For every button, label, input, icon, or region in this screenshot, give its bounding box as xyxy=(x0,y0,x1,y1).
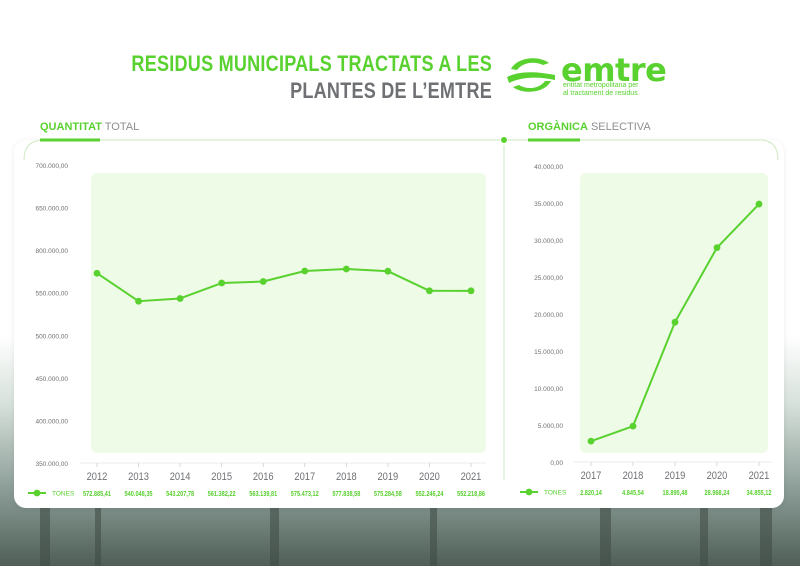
total-data-label: 552.218,86 xyxy=(457,490,485,498)
total-legend-label: TONES xyxy=(52,491,75,498)
section-label-total: QUANTITAT TOTAL xyxy=(40,121,139,133)
emtre-logo: emtre entitat metropolitana per al tract… xyxy=(505,51,667,101)
total-data-point xyxy=(176,295,184,302)
section-label-total-rest: TOTAL xyxy=(101,121,140,133)
logo-wordmark: emtre xyxy=(561,51,667,89)
total-plot-area xyxy=(91,173,486,453)
organic-x-tick-label: 2018 xyxy=(623,470,644,482)
organic-data-point xyxy=(629,422,637,430)
organic-data-point xyxy=(755,200,763,208)
organic-data-label: 34.855,12 xyxy=(747,489,772,497)
logo-subtitle-line2: al tractament de residus xyxy=(563,90,638,97)
total-x-tick-label: 2013 xyxy=(128,471,149,483)
organic-x-tick-label: 2020 xyxy=(707,470,728,482)
organic-legend-marker xyxy=(525,488,533,496)
organic-data-label: 18.895,48 xyxy=(663,489,688,497)
total-data-point xyxy=(342,265,350,273)
total-y-tick-label: 450.000,00 xyxy=(35,376,68,383)
title-line-2: PLANTES DE L’EMTRE xyxy=(290,78,492,103)
organic-x-tick-label: 2017 xyxy=(581,470,602,482)
section-label-total-bold: QUANTITAT xyxy=(40,121,102,133)
organic-y-tick-label: 25.000,00 xyxy=(534,275,563,282)
total-data-point xyxy=(384,267,392,275)
total-data-point xyxy=(93,269,101,277)
total-data-point xyxy=(259,278,267,285)
total-data-label: 577.838,58 xyxy=(332,490,360,498)
total-x-tick-label: 2016 xyxy=(253,471,274,483)
organic-y-tick-label: 10.000,00 xyxy=(534,386,563,393)
section-label-organic-bold: ORGÀNICA xyxy=(528,121,588,133)
total-y-tick-label: 700.000,00 xyxy=(35,163,68,170)
total-y-tick-label: 650.000,00 xyxy=(35,206,68,213)
page-title: RESIDUS MUNICIPALS TRACTATS A LES PLANTE… xyxy=(0,50,492,104)
total-data-label: 543.207,78 xyxy=(166,490,194,498)
organic-y-tick-label: 15.000,00 xyxy=(534,349,563,356)
total-x-tick-label: 2017 xyxy=(294,471,315,483)
total-x-tick-label: 2015 xyxy=(211,471,232,483)
organic-data-point xyxy=(713,244,721,252)
organic-y-tick-label: 0,00 xyxy=(550,460,563,467)
total-data-point xyxy=(135,297,142,305)
title-line-1: RESIDUS MUNICIPALS TRACTATS A LES xyxy=(131,51,493,76)
organic-y-tick-label: 35.000,00 xyxy=(534,201,563,208)
section-label-organic: ORGÀNICA SELECTIVA xyxy=(528,121,651,133)
total-x-tick-label: 2012 xyxy=(87,471,108,483)
total-y-tick-label: 350.000,00 xyxy=(35,461,68,468)
total-x-tick-label: 2018 xyxy=(336,471,357,483)
section-label-organic-rest: SELECTIVA xyxy=(587,121,651,133)
logo-subtitle: entitat metropolitana per al tractament … xyxy=(563,82,673,98)
total-x-tick-label: 2014 xyxy=(170,471,191,483)
total-series-line xyxy=(96,268,472,303)
total-data-point xyxy=(467,287,475,295)
total-data-point xyxy=(218,279,226,287)
total-x-tick-label: 2021 xyxy=(461,471,482,483)
organic-y-tick-label: 30.000,00 xyxy=(534,238,563,245)
total-data-label: 552.246,24 xyxy=(415,490,443,498)
total-data-label: 540.048,35 xyxy=(125,490,153,498)
organic-data-label: 4.845,54 xyxy=(622,489,644,497)
organic-plot-area xyxy=(580,173,768,453)
organic-data-label: 28.968,24 xyxy=(705,489,730,497)
total-y-tick-label: 550.000,00 xyxy=(35,291,68,298)
organic-data-label: 2.820,14 xyxy=(580,489,602,497)
organic-y-tick-label: 5.000,00 xyxy=(538,423,564,430)
organic-x-tick-label: 2021 xyxy=(749,470,770,482)
total-data-label: 575.473,12 xyxy=(291,490,319,498)
organic-data-point xyxy=(671,318,679,326)
organic-y-tick-label: 20.000,00 xyxy=(534,312,563,319)
organic-legend-label: TONES xyxy=(544,490,567,497)
total-data-label: 572.885,41 xyxy=(83,490,111,498)
emtre-logo-icon xyxy=(507,58,555,92)
total-data-point xyxy=(426,287,433,295)
total-y-tick-label: 500.000,00 xyxy=(35,333,68,340)
organic-y-tick-label: 40.000,00 xyxy=(534,164,563,171)
total-data-label: 561.382,22 xyxy=(208,490,236,498)
total-y-tick-label: 400.000,00 xyxy=(35,418,68,425)
logo-subtitle-line1: entitat metropolitana per xyxy=(563,82,639,89)
total-data-point xyxy=(301,267,309,275)
organic-data-point xyxy=(587,437,595,445)
total-data-label: 575.284,58 xyxy=(374,490,402,498)
total-data-label: 563.139,81 xyxy=(249,490,277,498)
total-legend-marker xyxy=(33,489,41,497)
total-x-tick-label: 2019 xyxy=(378,471,399,483)
total-x-tick-label: 2020 xyxy=(419,471,440,483)
total-y-tick-label: 800.000,00 xyxy=(35,248,68,255)
organic-x-tick-label: 2019 xyxy=(665,470,686,482)
